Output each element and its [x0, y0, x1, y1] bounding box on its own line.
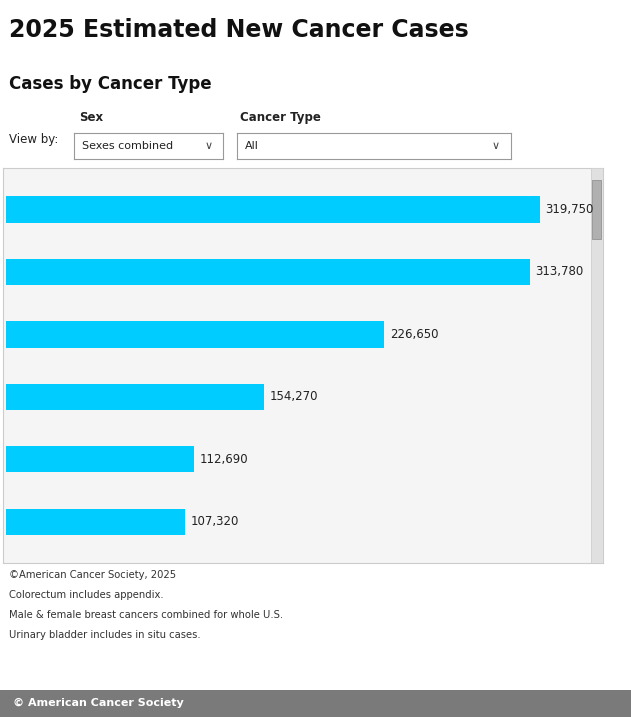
Text: Male & female breast cancers combined for whole U.S.: Male & female breast cancers combined fo…: [9, 610, 283, 620]
Text: 226,650: 226,650: [390, 328, 439, 341]
Bar: [593, 180, 601, 239]
Text: Colorectum includes appendix.: Colorectum includes appendix.: [9, 590, 164, 600]
Text: 112,690: 112,690: [200, 453, 249, 466]
Text: ©American Cancer Society, 2025: ©American Cancer Society, 2025: [9, 570, 177, 580]
Text: © American Cancer Society: © American Cancer Society: [13, 698, 184, 708]
Text: 319,750: 319,750: [545, 203, 594, 216]
Text: Sexes combined: Sexes combined: [82, 141, 173, 151]
Text: 154,270: 154,270: [269, 390, 318, 404]
Text: View by:: View by:: [9, 133, 59, 146]
Text: Urinary bladder includes in situ cases.: Urinary bladder includes in situ cases.: [9, 630, 201, 640]
Bar: [6, 446, 194, 473]
Text: All: All: [245, 141, 259, 151]
Text: ∨: ∨: [492, 141, 500, 151]
Bar: [6, 508, 186, 535]
Bar: [6, 196, 540, 223]
Bar: [6, 259, 529, 285]
Text: Cases by Cancer Type: Cases by Cancer Type: [9, 75, 212, 93]
Text: 2025 Estimated New Cancer Cases: 2025 Estimated New Cancer Cases: [9, 18, 469, 42]
Text: 313,780: 313,780: [536, 265, 584, 278]
Text: 107,320: 107,320: [191, 516, 240, 528]
Text: ∨: ∨: [204, 141, 213, 151]
Text: Cancer Type: Cancer Type: [240, 111, 321, 124]
Bar: [6, 384, 264, 410]
Bar: [6, 321, 384, 348]
Text: Sex: Sex: [79, 111, 103, 124]
